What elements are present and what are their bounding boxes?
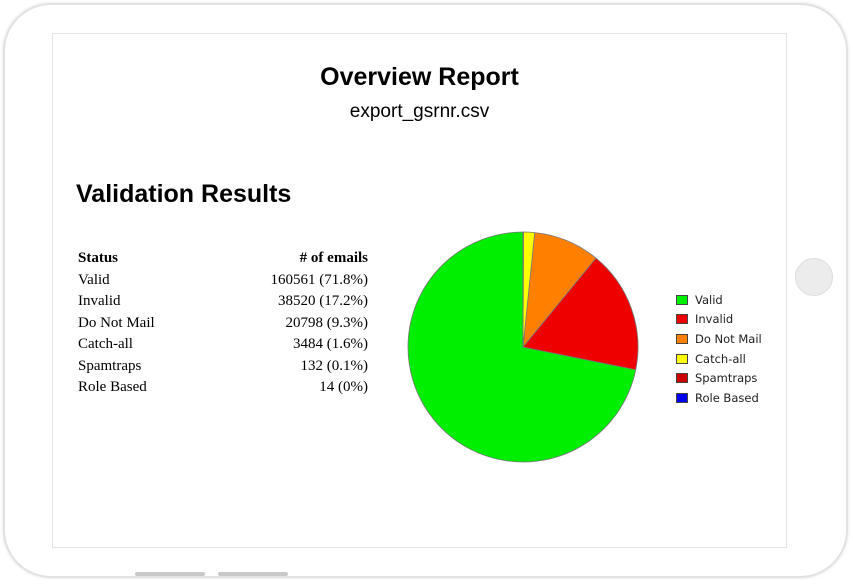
count-cell: 20798 (9.3%): [285, 314, 369, 331]
report-screen: Overview Report export_gsrnr.csv Validat…: [52, 33, 787, 548]
status-column-header: Status: [78, 250, 119, 266]
chart-legend: Valid Invalid Do Not Mail Catch-all Spamtrap…: [676, 290, 762, 408]
legend-item: Do Not Mail: [676, 329, 762, 349]
table-row: Spamtraps 132 (0.1%): [78, 356, 368, 378]
legend-label: Role Based: [695, 390, 759, 405]
legend-swatch: [676, 373, 688, 384]
report-title: Overview Report: [320, 63, 519, 91]
pie-slice-valid: [407, 231, 637, 463]
legend-label: Do Not Mail: [695, 331, 762, 346]
pie-slice-invalid: [522, 257, 639, 371]
status-cell: Do Not Mail: [78, 314, 155, 331]
legend-swatch: [676, 392, 688, 403]
legend-item: Invalid: [676, 310, 762, 330]
status-cell: Valid: [78, 271, 110, 288]
count-cell: 132 (0.1%): [300, 357, 369, 374]
table-row: Do Not Mail 20798 (9.3%): [78, 313, 368, 335]
count-cell: 160561 (71.8%): [270, 271, 369, 288]
legend-swatch: [676, 314, 688, 325]
legend-swatch: [676, 353, 688, 364]
legend-item: Valid: [676, 290, 762, 310]
count-column-header: # of emails: [299, 250, 368, 266]
count-cell: 14 (0%): [319, 379, 368, 395]
section-heading: Validation Results: [76, 180, 292, 208]
count-cell: 3484 (1.6%): [293, 336, 368, 352]
legend-label: Invalid: [695, 312, 734, 327]
legend-item: Role Based: [676, 388, 762, 408]
report-filename: export_gsrnr.csv: [349, 101, 490, 122]
table-header-row: Status # of emails: [78, 248, 368, 270]
legend-item: Catch-all: [676, 349, 762, 369]
table-row: Catch-all 3484 (1.6%): [78, 334, 368, 356]
legend-label: Spamtraps: [695, 371, 758, 386]
legend-swatch: [676, 294, 688, 305]
legend-swatch: [676, 333, 688, 344]
legend-item: Spamtraps: [676, 368, 762, 388]
bottom-bar-left: [135, 572, 205, 576]
status-cell: Spamtraps: [78, 357, 142, 374]
results-table: Status # of emails Valid 160561 (71.8%) …: [78, 248, 368, 399]
status-cell: Catch-all: [78, 336, 133, 352]
table-row: Invalid 38520 (17.2%): [78, 291, 368, 313]
bottom-bar-right: [218, 572, 288, 576]
table-row: Role Based 14 (0%): [78, 377, 368, 399]
legend-label: Valid: [695, 292, 723, 307]
table-row: Valid 160561 (71.8%): [78, 270, 368, 292]
validation-pie-chart: [407, 231, 639, 463]
home-button[interactable]: [795, 258, 833, 296]
count-cell: 38520 (17.2%): [278, 293, 368, 309]
legend-label: Catch-all: [695, 351, 746, 366]
status-cell: Invalid: [78, 293, 121, 309]
status-cell: Role Based: [78, 379, 147, 395]
